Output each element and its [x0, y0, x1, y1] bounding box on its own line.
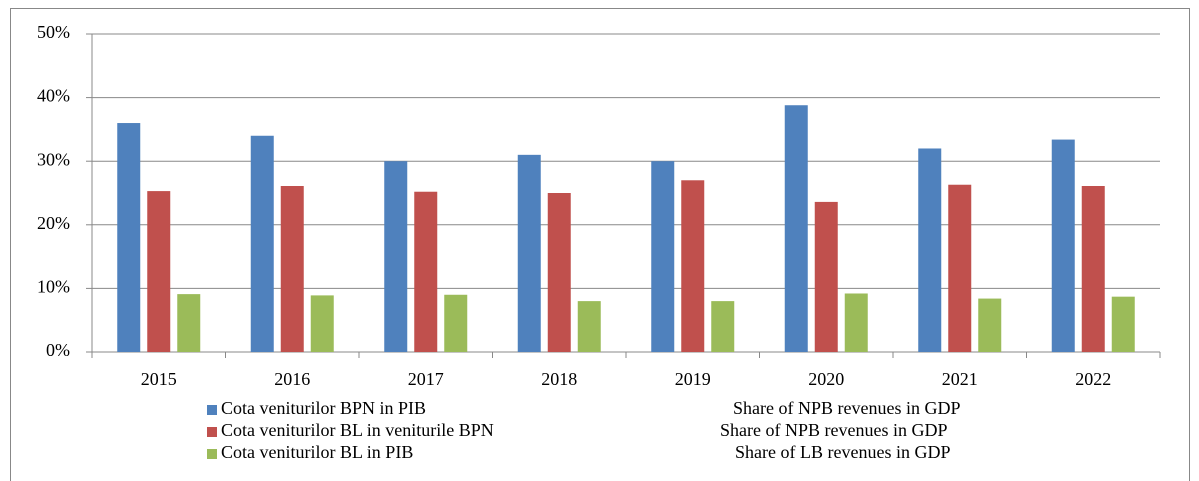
bar	[280, 186, 304, 352]
legend-translation: Share of NPB revenues in GDP	[733, 398, 960, 418]
bar	[1051, 139, 1075, 352]
bar	[577, 301, 601, 352]
bar	[414, 191, 438, 352]
y-tick-label: 20%	[37, 213, 70, 233]
frame	[10, 8, 1190, 481]
bar	[310, 295, 334, 352]
legend-label: Cota veniturilor BL in PIB	[221, 442, 413, 462]
bar	[784, 105, 808, 353]
legend-label: Cota veniturilor BL in veniturile BPN	[221, 420, 494, 440]
bar	[948, 184, 972, 352]
bar	[117, 123, 141, 352]
x-tick-label: 2022	[1075, 369, 1111, 389]
y-tick-label: 40%	[37, 86, 70, 106]
bar	[814, 201, 838, 352]
bar	[651, 161, 675, 352]
x-tick-label: 2016	[274, 369, 310, 389]
y-tick-label: 0%	[46, 340, 70, 360]
y-tick-label: 50%	[37, 22, 70, 42]
bar	[711, 301, 735, 352]
bar	[1081, 186, 1105, 352]
bar	[844, 293, 868, 352]
bar	[517, 154, 541, 352]
legend-swatch	[207, 449, 217, 459]
x-tick-label: 2017	[408, 369, 444, 389]
bar	[1111, 296, 1135, 352]
x-tick-label: 2015	[141, 369, 177, 389]
y-tick-label: 10%	[37, 277, 70, 297]
legend-swatch	[207, 405, 217, 415]
x-tick-label: 2018	[541, 369, 577, 389]
y-tick-label: 30%	[37, 149, 70, 169]
x-tick-label: 2020	[808, 369, 844, 389]
legend-swatch	[207, 427, 217, 437]
bar	[147, 191, 171, 352]
bar	[444, 294, 468, 352]
bar	[918, 148, 942, 352]
legend-translation: Share of LB revenues in GDP	[735, 442, 950, 462]
bar	[177, 294, 201, 352]
bar	[384, 161, 408, 352]
bar	[681, 180, 705, 352]
legend-label: Cota veniturilor BPN in PIB	[221, 398, 426, 418]
bar	[250, 135, 274, 352]
bar	[547, 193, 571, 352]
bar	[978, 298, 1002, 352]
x-tick-label: 2019	[675, 369, 711, 389]
legend-translation: Share of NPB revenues in GDP	[720, 420, 947, 440]
x-tick-label: 2021	[942, 369, 978, 389]
